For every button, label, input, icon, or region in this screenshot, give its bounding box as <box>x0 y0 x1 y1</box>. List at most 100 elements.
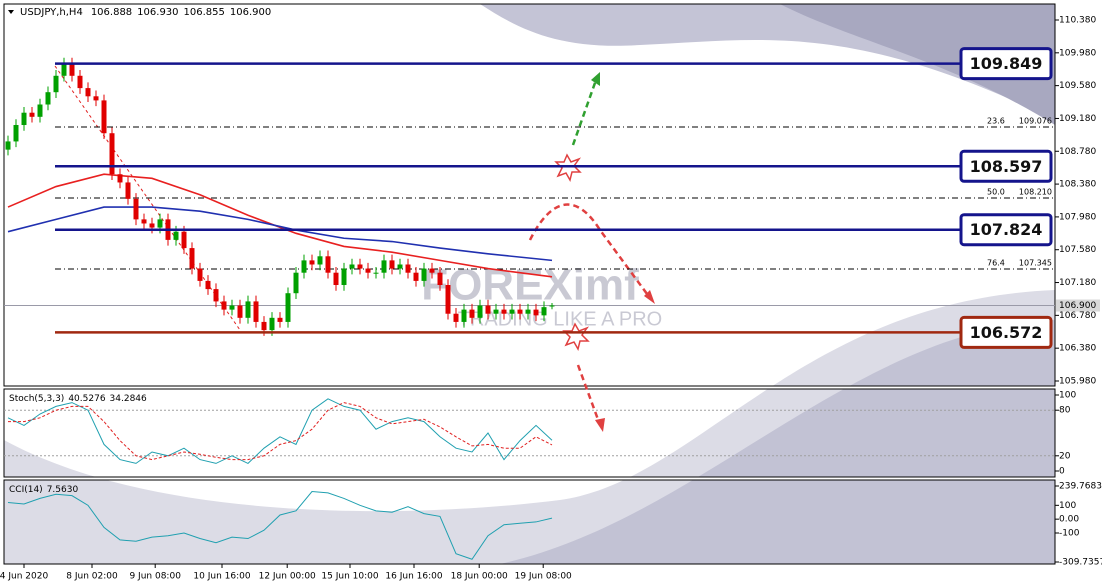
x-tick-label: 19 Jun 08:00 <box>515 572 572 582</box>
candle-body <box>5 141 11 150</box>
arrow-curve <box>528 203 652 299</box>
current-price-label: 106.900 <box>1059 301 1096 311</box>
arrow-head <box>591 72 600 86</box>
x-tick-label: 8 Jun 02:00 <box>66 572 118 582</box>
candle-body <box>285 293 291 322</box>
candle-body <box>157 219 163 228</box>
candle-body <box>197 268 203 281</box>
candle-body <box>325 256 331 273</box>
symbol: USDJPY,h,H4 <box>20 7 83 18</box>
candle-body <box>21 112 27 126</box>
candle-body <box>317 256 323 265</box>
candle-body <box>493 309 499 314</box>
background-shape <box>500 320 1055 564</box>
indicator-value: 7.5630 <box>47 485 79 495</box>
open-label: 106.888 <box>91 7 132 18</box>
candle-body <box>357 264 363 269</box>
stoch-panel <box>3 388 1056 478</box>
indicator-line <box>7 490 553 560</box>
candle-body <box>277 317 283 322</box>
forecast-arrows <box>528 79 652 426</box>
indicator-title: Stoch(5,3,3) 40.5276 34.2846 <box>9 394 147 404</box>
y-tick-label: 100 <box>1059 391 1076 401</box>
background-shape <box>780 4 1055 125</box>
watermark-slogan: TRADING LIKE A PRO <box>458 308 663 330</box>
candle-body <box>445 285 451 314</box>
y-tick-label: 106.380 <box>1059 344 1096 354</box>
candle-body <box>453 313 459 322</box>
candle-body <box>101 100 107 134</box>
y-tick-label: 107.980 <box>1059 212 1096 222</box>
y-tick-label: 105.980 <box>1059 376 1096 386</box>
candle-body <box>365 268 371 273</box>
candle-body <box>141 219 147 224</box>
y-tick-label: 109.580 <box>1059 81 1096 91</box>
candle-body <box>245 301 251 318</box>
candle-body <box>301 260 307 273</box>
fib-price: 107.345 <box>1019 259 1052 268</box>
candle-body <box>397 264 403 269</box>
low-label: 106.855 <box>184 7 225 18</box>
x-tick-label: 16 Jun 16:00 <box>385 572 442 582</box>
candle-body <box>381 260 387 273</box>
fib-ratio: 50.0 <box>987 188 1005 197</box>
fib-price: 109.076 <box>1019 116 1052 125</box>
candle-body <box>13 125 19 142</box>
header-arrow <box>8 10 14 14</box>
candle-body <box>45 92 51 105</box>
panel-gap <box>4 477 1055 480</box>
y-tick-label: 0 <box>1059 466 1065 476</box>
arrow-up <box>571 79 598 146</box>
close-label: 106.900 <box>230 7 271 18</box>
high-label: 106.930 <box>137 7 178 18</box>
level-label: 109.849 <box>970 54 1043 73</box>
level-box <box>959 47 1053 81</box>
candle-body <box>373 272 379 274</box>
y-tick-label: 108.380 <box>1059 180 1096 190</box>
candle-body <box>349 264 355 269</box>
candle-body <box>77 75 83 89</box>
panel-gap <box>4 386 1055 389</box>
candle-body <box>181 231 187 249</box>
current-price-box <box>1056 299 1100 312</box>
candle-body <box>69 63 75 76</box>
candle-body <box>61 63 67 76</box>
indicator-line <box>8 402 553 461</box>
candle-body <box>93 96 99 101</box>
indicator-value: 40.5276 <box>68 394 105 404</box>
y-tick-label: 100 <box>1059 501 1076 511</box>
candle-body <box>133 198 139 220</box>
y-tick-label: 106.780 <box>1059 311 1096 321</box>
candle-body <box>509 309 515 314</box>
candle-body <box>533 309 539 316</box>
candle-body <box>477 305 483 318</box>
x-tick-label: 10 Jun 16:00 <box>193 572 250 582</box>
candle-body <box>149 223 155 228</box>
candle-body <box>229 305 235 310</box>
candle-body <box>429 268 435 273</box>
y-tick-label: 108.780 <box>1059 147 1096 157</box>
watermark-brand: FOREXimf <box>421 261 639 310</box>
y-tick-label: 80 <box>1059 406 1071 416</box>
candle-body <box>541 307 547 316</box>
candle-body <box>413 272 419 281</box>
x-tick-label: 15 Jun 10:00 <box>321 572 378 582</box>
candle-body <box>437 272 443 286</box>
candle-body <box>173 231 179 240</box>
arrow-head <box>644 290 655 304</box>
candle-body <box>341 268 347 286</box>
y-tick-label: 239.7683 <box>1059 481 1102 491</box>
candle-body <box>213 289 219 302</box>
y-tick-label: -100 <box>1059 528 1080 538</box>
y-tick-label: 109.180 <box>1059 114 1096 124</box>
y-tick-label: 109.980 <box>1059 48 1096 58</box>
fib-ratio: 23.6 <box>987 116 1005 125</box>
header: USDJPY,h,H4 106.888 106.930 106.855 106.900 <box>20 7 271 18</box>
x-tick-label: 4 Jun 2020 <box>0 572 48 582</box>
candle-body <box>405 264 411 273</box>
candle-body <box>269 317 275 331</box>
level-box <box>959 213 1053 247</box>
